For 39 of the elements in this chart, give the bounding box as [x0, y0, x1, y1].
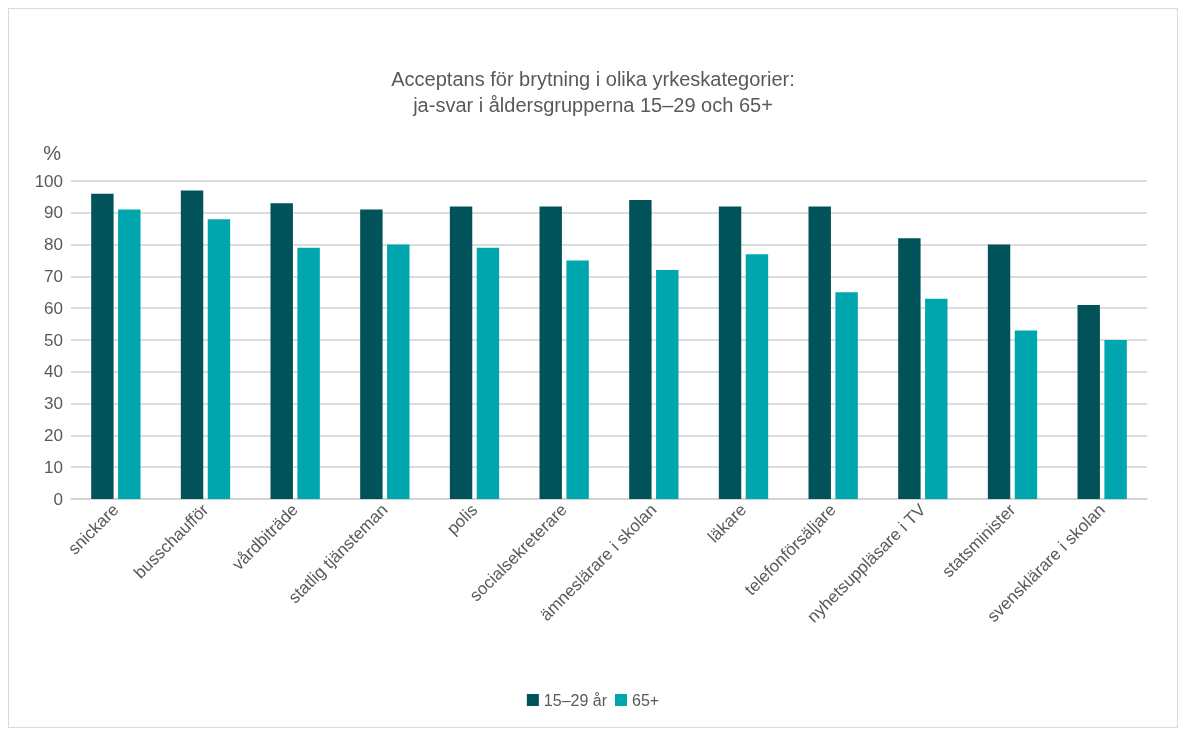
bar: [566, 260, 589, 499]
bar: [270, 203, 293, 499]
bar: [387, 244, 410, 499]
chart-title: Acceptans för brytning i olika yrkeskategorier: ja-svar i åldersgrupperna 15–29 och 65+: [391, 68, 795, 116]
bar: [360, 209, 383, 499]
y-tick-label: 80: [44, 235, 63, 255]
bar: [1104, 340, 1127, 499]
bar: [656, 270, 679, 499]
y-tick-label: 0: [53, 489, 63, 509]
legend-label: 65+: [632, 691, 660, 709]
bar: [987, 244, 1011, 499]
bar: [180, 190, 204, 499]
y-tick-label: 70: [44, 266, 63, 286]
y-tick-label: 90: [44, 203, 63, 223]
bar: [118, 209, 141, 499]
bar: [476, 247, 500, 499]
y-tick-label: 40: [44, 362, 63, 382]
y-tick-label: 10: [44, 457, 63, 477]
bar: [835, 292, 858, 499]
y-tick-label: 30: [44, 394, 63, 414]
bar: [539, 206, 562, 499]
bar: [297, 247, 320, 499]
bar: [718, 206, 742, 499]
bar: [925, 298, 948, 499]
bar: [1077, 305, 1100, 499]
legend-label: 15–29 år: [543, 691, 608, 709]
y-tick-label: 60: [44, 298, 63, 318]
bar: [629, 200, 652, 499]
bar: [91, 193, 114, 499]
bar: [207, 219, 231, 499]
bar: [1014, 330, 1038, 499]
bar: [808, 206, 831, 499]
bar: [745, 254, 769, 499]
y-axis-title: %: [43, 142, 62, 164]
bar: [449, 206, 473, 499]
y-tick-label: 50: [44, 330, 63, 350]
y-tick-label: 20: [44, 425, 63, 445]
y-tick-label: 100: [34, 171, 63, 191]
bar: [898, 238, 921, 499]
